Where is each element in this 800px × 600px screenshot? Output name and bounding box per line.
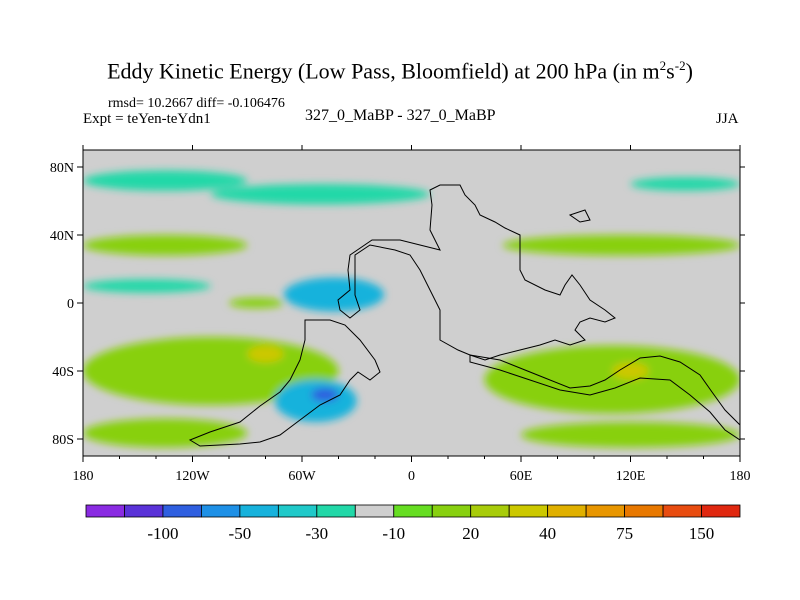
colorbar-swatch (470, 504, 510, 518)
continent-outline-africa-eurasia (337, 184, 616, 361)
colorbar-swatch (354, 504, 395, 518)
colorbar-swatch (316, 504, 356, 518)
title-end: ) (685, 58, 693, 84)
shaded-regions (83, 170, 740, 448)
x-tick-label: 0 (408, 469, 415, 484)
title-superscript-2: -2 (674, 58, 686, 73)
title-main: Eddy Kinetic Energy (Low Pass, Bloomfiel… (107, 58, 660, 84)
colorbar-swatch (162, 504, 202, 518)
colorbar-swatch (508, 504, 549, 518)
region-nh-mid-lat-band-west (83, 235, 248, 256)
x-tick-label: 120E (616, 469, 646, 484)
region-sh-polar-band-east (521, 422, 740, 448)
title-superscript-1: 2 (659, 58, 667, 73)
colorbar-label: -100 (147, 524, 178, 543)
colorbar-swatch (201, 504, 241, 518)
region-equatorial-jet (283, 277, 385, 312)
title-mid: s (666, 58, 675, 84)
region-sh-jet-negative (274, 379, 357, 422)
x-tick-label: 120W (175, 469, 210, 484)
x-tick-label: 60W (288, 469, 316, 484)
region-sh-mid-lat-max-east (612, 362, 649, 380)
continent-outline-southern (188, 319, 381, 447)
colorbar-label: 20 (462, 524, 479, 543)
colorbar-swatch (277, 504, 318, 518)
colorbar-label: -30 (305, 524, 328, 543)
chart-title: Eddy Kinetic Energy (Low Pass, Bloomfiel… (0, 58, 800, 84)
colorbar-swatch (701, 504, 741, 518)
region-equatorial-green (229, 297, 284, 309)
region-sh-mid-lat-band-east (484, 345, 740, 414)
colorbar-label: 40 (539, 524, 556, 543)
y-tick-label: 0 (67, 297, 74, 312)
region-sh-jet-negative-core (311, 388, 339, 402)
region-equatorial-west (83, 279, 211, 293)
colorbar-swatch (85, 504, 125, 518)
x-tick-label: 180 (730, 469, 751, 484)
colorbar-label: -50 (229, 524, 252, 543)
y-tick-label: 80S (52, 433, 74, 448)
region-nh-high-lat-east (630, 177, 740, 191)
colorbar: -100 -50 -30 -10 20 40 75 150 (85, 504, 741, 543)
x-axis: 180 120W 60W 0 60E 120E 180 (73, 145, 751, 484)
colorbar-swatch (624, 504, 664, 518)
region-sh-mid-lat-max-west (247, 345, 284, 363)
y-tick-label: 40N (50, 229, 74, 244)
x-tick-label: 60E (510, 469, 533, 484)
continent-outlines (188, 184, 740, 447)
colorbar-label: 150 (689, 524, 715, 543)
season-label: JJA (716, 111, 739, 127)
region-sh-polar-band (83, 418, 248, 448)
x-tick-label: 180 (73, 469, 94, 484)
colorbar-swatch (585, 504, 625, 518)
continent-outline-east (469, 354, 740, 441)
colorbar-swatch (662, 504, 702, 518)
region-nh-high-lat-band-center (210, 184, 430, 205)
colorbar-label: 75 (616, 524, 633, 543)
colorbar-swatch (124, 504, 164, 518)
comparison-label: 327_0_MaBP - 327_0_MaBP (305, 107, 496, 124)
colorbar-label: -10 (382, 524, 405, 543)
colorbar-swatch (393, 504, 433, 518)
region-nh-high-lat-band-west (83, 170, 248, 191)
y-tick-label: 80N (50, 161, 74, 176)
continent-outline-ridge (568, 209, 591, 223)
y-tick-label: 40S (52, 365, 74, 380)
colorbar-swatch (547, 504, 587, 518)
colorbar-swatch (239, 504, 279, 518)
region-nh-mid-lat-band-east (502, 235, 740, 256)
experiment-label: Expt = teYen-teYdn1 (83, 111, 211, 127)
colorbar-swatch (431, 504, 472, 518)
y-axis: 80N 40N 0 40S 80S (50, 161, 745, 448)
stats-label: rmsd= 10.2667 diff= -0.106476 (108, 96, 285, 111)
